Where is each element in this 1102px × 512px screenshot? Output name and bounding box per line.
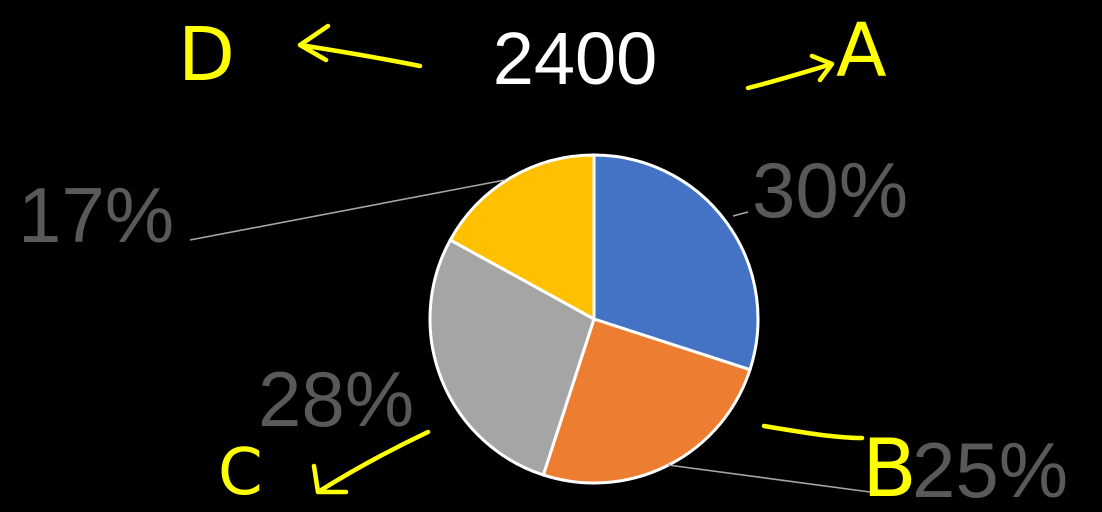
data-label-slice-a: 30% [752, 146, 908, 234]
data-label-slice-b: 25% [912, 426, 1068, 512]
pie-slice-a [592, 153, 760, 372]
annotation-arrow-to-c [311, 429, 431, 495]
annotation-arrow-to-d [297, 23, 423, 69]
annotation-letter-c: C [218, 436, 263, 510]
annotation-letter-a: A [836, 8, 887, 94]
annotation-stroke-to-b [761, 423, 865, 441]
data-label-slice-c: 28% [258, 355, 414, 443]
annotation-arrow-to-a [745, 53, 835, 91]
pie-slice-c [428, 237, 596, 477]
data-label-slice-d: 17% [18, 171, 174, 259]
handwritten-annotations: D A B C [178, 8, 917, 512]
annotation-letter-d: D [178, 12, 235, 98]
pie-slices [428, 153, 760, 485]
leader-lines [189, 179, 871, 493]
leader-line-slice-d [189, 179, 506, 241]
leader-line-slice-b [667, 464, 871, 493]
pie-slice-d [448, 153, 596, 322]
leader-line-slice-a [732, 211, 749, 217]
annotation-letter-b: B [862, 422, 917, 512]
chart-title: 2400 [493, 17, 658, 100]
